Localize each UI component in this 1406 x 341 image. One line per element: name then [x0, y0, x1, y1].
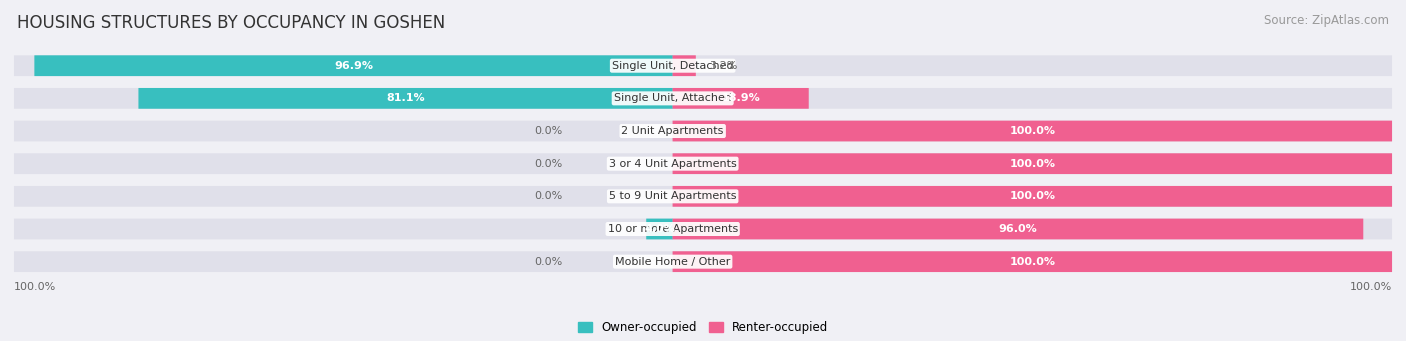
Text: 96.9%: 96.9% [335, 61, 373, 71]
Text: 4.0%: 4.0% [644, 224, 675, 234]
FancyBboxPatch shape [34, 55, 673, 76]
FancyBboxPatch shape [672, 186, 1392, 207]
FancyBboxPatch shape [14, 219, 1392, 239]
Text: 81.1%: 81.1% [387, 93, 425, 103]
Text: Source: ZipAtlas.com: Source: ZipAtlas.com [1264, 14, 1389, 27]
FancyBboxPatch shape [672, 55, 696, 76]
Text: 0.0%: 0.0% [534, 159, 562, 169]
Text: Single Unit, Detached: Single Unit, Detached [612, 61, 734, 71]
FancyBboxPatch shape [14, 251, 1392, 272]
Text: Mobile Home / Other: Mobile Home / Other [614, 257, 730, 267]
Text: Single Unit, Attached: Single Unit, Attached [613, 93, 731, 103]
Text: 100.0%: 100.0% [1010, 159, 1056, 169]
FancyBboxPatch shape [672, 219, 1364, 239]
FancyBboxPatch shape [672, 121, 1392, 142]
FancyBboxPatch shape [138, 88, 673, 109]
FancyBboxPatch shape [647, 219, 673, 239]
FancyBboxPatch shape [14, 186, 1392, 207]
Text: 100.0%: 100.0% [1010, 191, 1056, 201]
FancyBboxPatch shape [672, 251, 1392, 272]
Text: 0.0%: 0.0% [534, 257, 562, 267]
Text: 3 or 4 Unit Apartments: 3 or 4 Unit Apartments [609, 159, 737, 169]
FancyBboxPatch shape [672, 153, 1392, 174]
Text: HOUSING STRUCTURES BY OCCUPANCY IN GOSHEN: HOUSING STRUCTURES BY OCCUPANCY IN GOSHE… [17, 14, 446, 32]
Text: 100.0%: 100.0% [14, 282, 56, 292]
FancyBboxPatch shape [672, 88, 808, 109]
FancyBboxPatch shape [14, 88, 1392, 109]
Text: 0.0%: 0.0% [534, 126, 562, 136]
FancyBboxPatch shape [14, 121, 1392, 142]
Text: 0.0%: 0.0% [534, 191, 562, 201]
Text: 18.9%: 18.9% [721, 93, 761, 103]
Text: 10 or more Apartments: 10 or more Apartments [607, 224, 738, 234]
Text: 5 to 9 Unit Apartments: 5 to 9 Unit Apartments [609, 191, 737, 201]
FancyBboxPatch shape [14, 153, 1392, 174]
FancyBboxPatch shape [14, 55, 1392, 76]
Text: 3.2%: 3.2% [710, 61, 738, 71]
Text: 100.0%: 100.0% [1010, 257, 1056, 267]
Text: 2 Unit Apartments: 2 Unit Apartments [621, 126, 724, 136]
Text: 96.0%: 96.0% [998, 224, 1038, 234]
Text: 100.0%: 100.0% [1350, 282, 1392, 292]
Text: 100.0%: 100.0% [1010, 126, 1056, 136]
Legend: Owner-occupied, Renter-occupied: Owner-occupied, Renter-occupied [572, 316, 834, 339]
